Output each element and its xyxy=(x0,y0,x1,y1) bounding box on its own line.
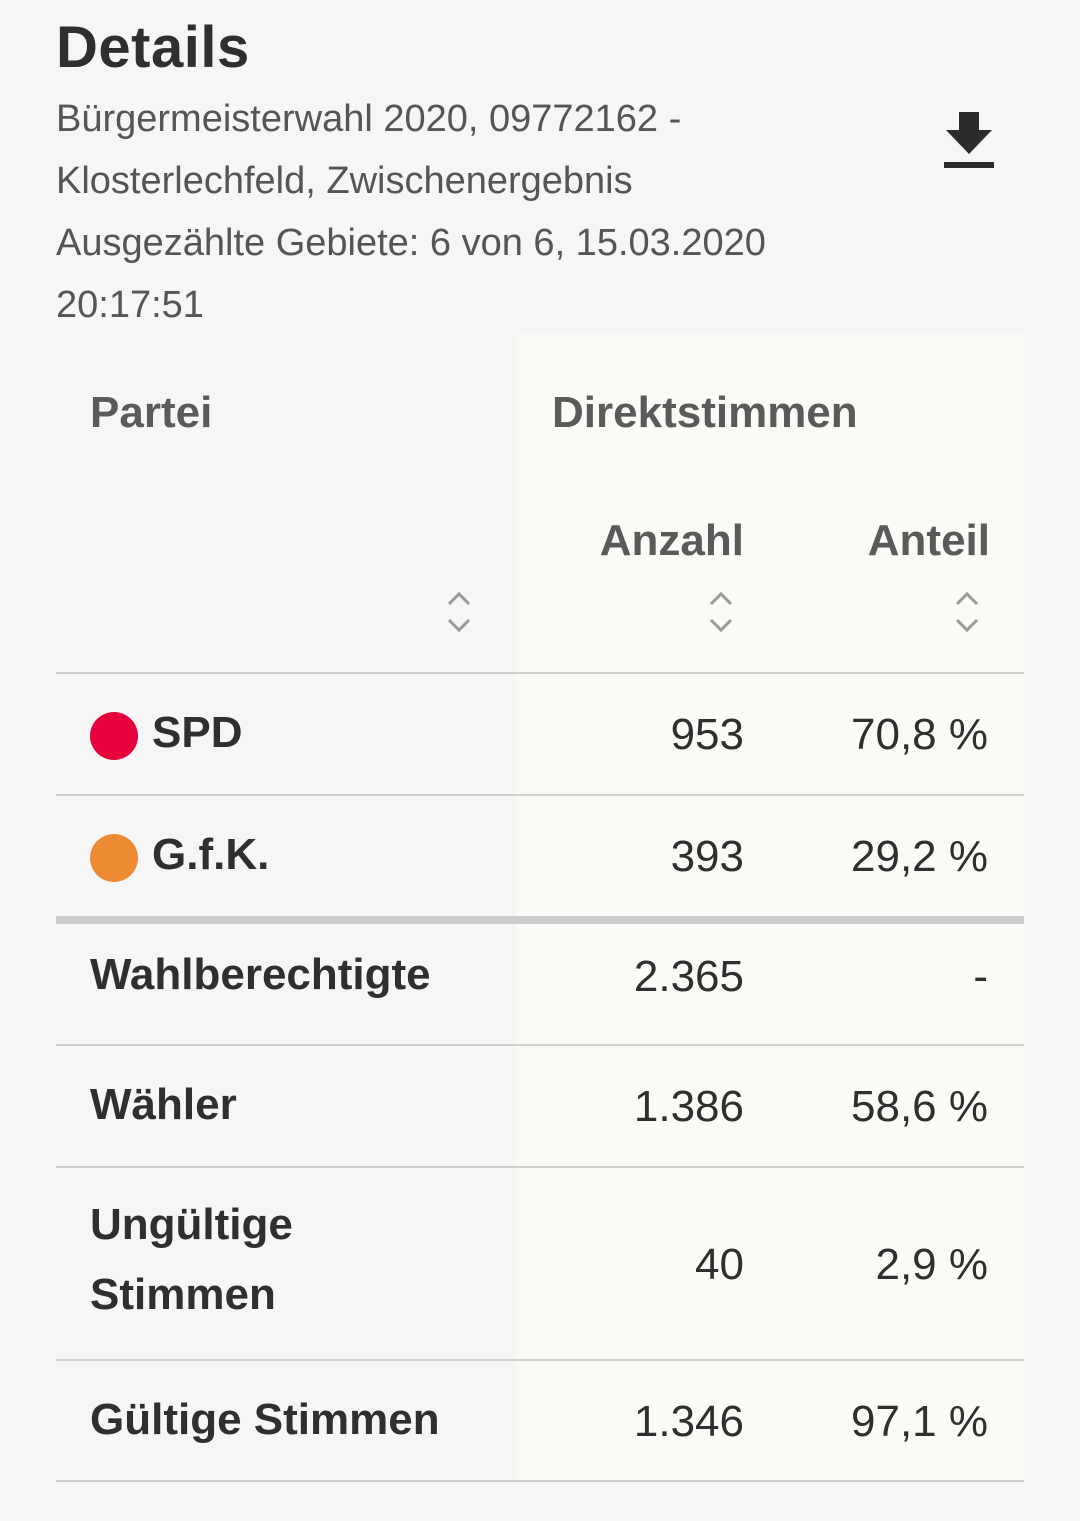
table-row-party: SPD 953 70,8 % xyxy=(56,672,1024,794)
summary-label: Wahlberechtigte xyxy=(90,950,431,999)
vote-share: 70,8 % xyxy=(851,710,988,759)
column-header-anteil: Anteil xyxy=(867,516,990,565)
party-color-dot xyxy=(90,712,138,760)
vote-count: 393 xyxy=(670,832,744,881)
direktstimmen-column-background xyxy=(516,334,1024,1482)
table-row-summary: Gültige Stimmen 1.346 97,1 % xyxy=(56,1359,1024,1481)
table-row-summary: Wahlberechtigte 2.365 - xyxy=(56,916,1024,1046)
column-group-direktstimmen: Direktstimmen xyxy=(552,388,858,437)
timestamp: 20:17:51 xyxy=(56,284,204,326)
sort-icon xyxy=(447,591,471,633)
summary-label-line: Ungültige xyxy=(90,1200,293,1249)
summary-label: Ungültige Stimmen xyxy=(90,1190,293,1330)
sort-icon xyxy=(955,591,979,633)
table-row-summary: Ungültige Stimmen 40 2,9 % xyxy=(56,1166,1024,1360)
counted-areas: Ausgezählte Gebiete: 6 von 6, 15.03.2020 xyxy=(56,222,766,264)
summary-share: 2,9 % xyxy=(875,1240,988,1289)
download-icon xyxy=(944,112,994,168)
column-header-partei: Partei xyxy=(90,388,213,437)
summary-count: 1.346 xyxy=(633,1397,744,1446)
summary-count: 1.386 xyxy=(633,1082,744,1131)
sort-anteil-button[interactable] xyxy=(953,590,981,634)
election-name: Bürgermeisterwahl 2020, 09772162 - xyxy=(56,98,682,140)
summary-share: - xyxy=(973,952,988,1001)
summary-count: 2.365 xyxy=(633,952,744,1001)
summary-label: Wähler xyxy=(90,1080,237,1129)
table-row-summary: Wähler 1.386 58,6 % xyxy=(56,1044,1024,1166)
page-title: Details xyxy=(56,15,250,80)
vote-share: 29,2 % xyxy=(851,832,988,881)
summary-share: 58,6 % xyxy=(851,1082,988,1131)
summary-label-line: Stimmen xyxy=(90,1270,276,1319)
table-row-party: G.f.K. 393 29,2 % xyxy=(56,794,1024,916)
sort-anzahl-button[interactable] xyxy=(707,590,735,634)
party-name: SPD xyxy=(152,708,243,757)
column-header-anzahl: Anzahl xyxy=(599,516,744,565)
sort-icon xyxy=(709,591,733,633)
election-location: Klosterlechfeld, Zwischenergebnis xyxy=(56,160,633,202)
election-meta: Bürgermeisterwahl 2020, 09772162 - Klost… xyxy=(56,88,856,336)
sort-partei-button[interactable] xyxy=(445,590,473,634)
party-name: G.f.K. xyxy=(152,830,270,879)
download-button[interactable] xyxy=(940,108,998,172)
summary-count: 40 xyxy=(695,1240,744,1289)
summary-label: Gültige Stimmen xyxy=(90,1395,440,1444)
party-color-dot xyxy=(90,834,138,882)
vote-count: 953 xyxy=(670,710,744,759)
table-bottom-border xyxy=(56,1480,1024,1482)
summary-share: 97,1 % xyxy=(851,1397,988,1446)
